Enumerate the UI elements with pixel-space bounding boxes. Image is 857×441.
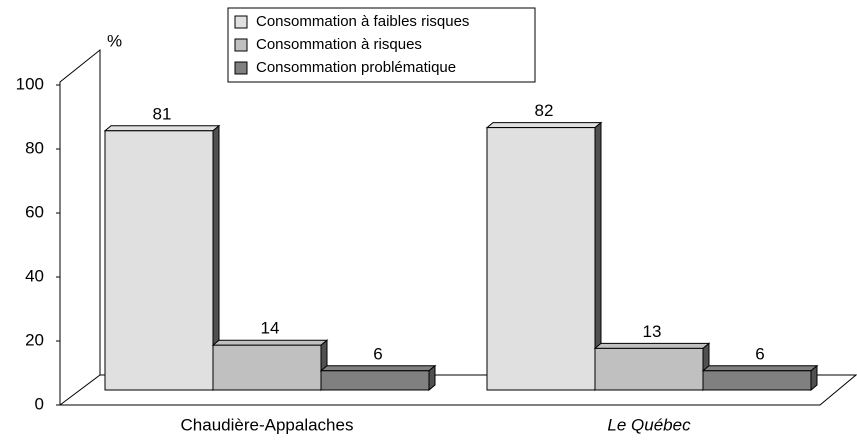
legend-swatch: [234, 61, 248, 75]
legend-label: Consommation à risques: [256, 36, 422, 53]
value-label: 13: [643, 322, 662, 341]
legend-swatch: [234, 15, 248, 29]
legend-label: Consommation problématique: [256, 59, 456, 76]
y-axis-label: %: [107, 31, 122, 50]
bar-top: [701, 365, 819, 372]
y-tick-label: 80: [25, 138, 44, 157]
value-label: 81: [153, 104, 172, 123]
value-label: 6: [373, 344, 382, 363]
bar-top: [211, 339, 329, 346]
value-label: 82: [535, 101, 554, 120]
legend-swatch: [234, 38, 248, 52]
y-tick-label: 100: [16, 74, 44, 93]
floor: [58, 374, 857, 406]
y-tick-label: 20: [25, 330, 44, 349]
walls: [58, 48, 857, 406]
bar-top: [319, 365, 437, 372]
bar-top: [593, 342, 711, 349]
left-wall: [59, 48, 101, 405]
bar-top: [485, 122, 603, 129]
bar: [594, 347, 704, 391]
bar: [486, 127, 596, 391]
value-label: 6: [755, 344, 764, 363]
value-label: 14: [261, 319, 280, 338]
bar-side: [428, 364, 436, 392]
bar: [104, 130, 214, 391]
x-tick-label: Le Québec: [607, 415, 691, 434]
legend-label: Consommation à faibles risques: [256, 13, 469, 30]
bar-top: [103, 125, 221, 132]
bar: [212, 344, 322, 391]
x-tick-label: Chaudière-Appalaches: [181, 415, 354, 434]
bar-side: [810, 364, 818, 392]
legend: [227, 7, 536, 83]
bar: [702, 370, 812, 391]
y-tick-label: 40: [25, 266, 44, 285]
y-tick-label: 60: [25, 202, 44, 221]
bar: [320, 370, 430, 391]
y-tick-label: 0: [35, 394, 44, 413]
